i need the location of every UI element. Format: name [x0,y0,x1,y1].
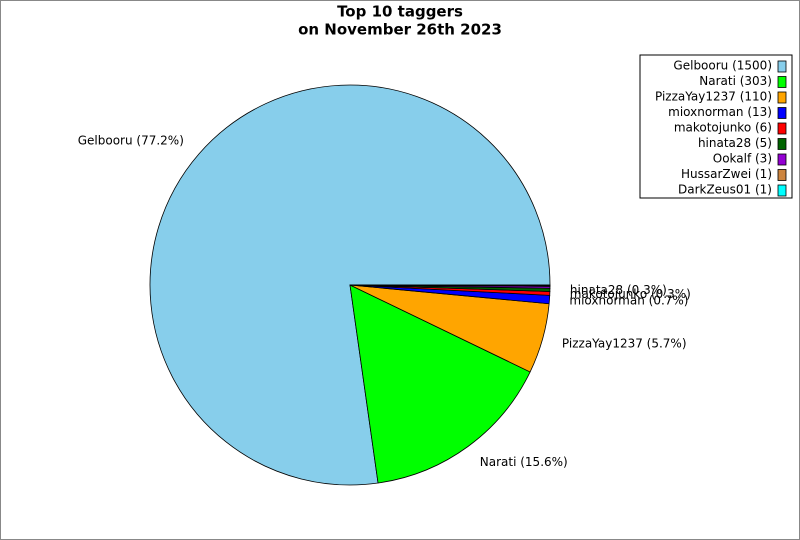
legend-swatch [777,122,787,135]
legend-swatch [777,60,787,73]
legend [639,54,793,199]
slice-label: PizzaYay1237 (5.7%) [562,337,687,351]
slice-label: hinata28 (0.3%) [570,283,667,297]
legend-label: Gelbooru (1500) [673,59,772,73]
slice-label: makotojunko (0.3%) [570,287,691,301]
legend-label: hinata28 (5) [698,136,772,150]
chart-title: Top 10 taggers [337,3,463,21]
slice-label: Narati (15.6%) [480,455,568,469]
pie-slice [349,284,531,484]
pie-slice [349,284,551,287]
slice-label: Gelbooru (77.2%) [78,133,184,147]
legend-label: mioxnorman (13) [668,105,772,119]
legend-label: HussarZwei (1) [681,167,772,181]
chart-title: on November 26th 2023 [298,21,502,39]
legend-swatch [777,76,787,88]
legend-swatch [777,184,787,197]
legend-label: makotojunko (6) [674,121,772,135]
legend-swatch [777,138,787,150]
legend-swatch [777,169,787,181]
legend-label: PizzaYay1237 (110) [655,90,772,104]
legend-swatch [777,107,787,119]
legend-swatch [777,153,787,166]
legend-label: DarkZeus01 (1) [678,183,772,197]
legend-label: Ookalf (3) [713,152,772,166]
legend-label: Narati (303) [699,74,772,88]
slice-label: mioxnorman (0.7%) [569,294,688,308]
legend-swatch [777,91,787,104]
